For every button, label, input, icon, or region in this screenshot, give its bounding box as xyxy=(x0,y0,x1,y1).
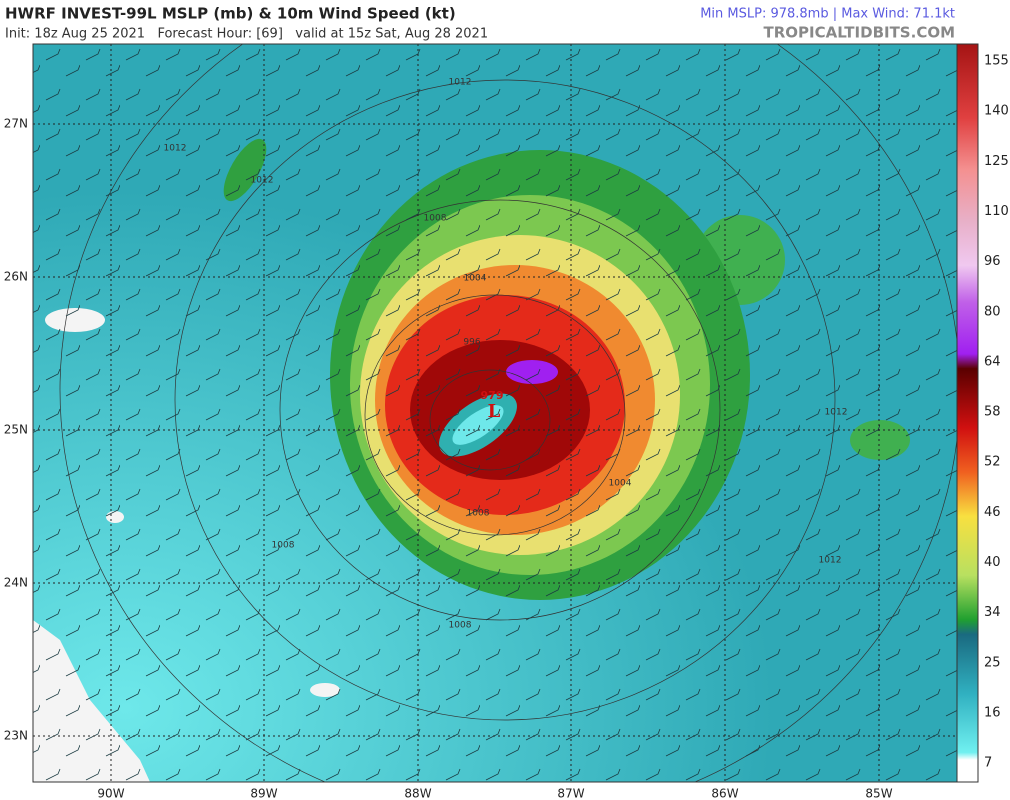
contour-label: 1012 xyxy=(449,78,472,88)
contour-label: 1012 xyxy=(819,556,842,566)
colorbar-label: 64 xyxy=(984,354,1001,369)
contour-label: 1008 xyxy=(449,621,472,631)
colorbar-label: 16 xyxy=(984,705,1001,720)
lon-label: 87W xyxy=(557,787,584,800)
contour-label: 1004 xyxy=(609,479,632,489)
colorbar-label: 34 xyxy=(984,605,1001,620)
title: HWRF INVEST-99L MSLP (mb) & 10m Wind Spe… xyxy=(5,5,456,23)
lat-label: 26N xyxy=(4,270,28,284)
contour-label: 996 xyxy=(463,338,480,348)
site: TROPICALTIDBITS.COM xyxy=(764,24,956,42)
contour-label: 1012 xyxy=(825,408,848,418)
colorbar xyxy=(956,43,979,783)
colorbar-label: 125 xyxy=(984,154,1009,169)
contour-label: 1008 xyxy=(424,214,447,224)
colorbar-label: 96 xyxy=(984,254,1001,269)
lon-label: 86W xyxy=(711,787,738,800)
subtitle: Init: 18z Aug 25 2021 Forecast Hour: [69… xyxy=(5,27,488,42)
stats: Min MSLP: 978.8mb | Max Wind: 71.1kt xyxy=(700,7,955,22)
colorbar-label: 110 xyxy=(984,204,1009,219)
contour-label: 1012 xyxy=(251,176,274,186)
contour-label: 1008 xyxy=(272,541,295,551)
low-marker: L xyxy=(488,401,501,422)
lat-label: 24N xyxy=(4,576,28,590)
contour-label: 1012 xyxy=(164,144,187,154)
lat-label: 25N xyxy=(4,423,28,437)
colorbar-label: 7 xyxy=(984,756,992,771)
map xyxy=(33,44,957,782)
contour-label: 1004 xyxy=(464,274,487,284)
colorbar-label: 155 xyxy=(984,54,1009,69)
colorbar-label: 40 xyxy=(984,555,1001,570)
colorbar-label: 52 xyxy=(984,455,1001,470)
lon-label: 85W xyxy=(865,787,892,800)
center-pressure: 979 xyxy=(481,389,504,402)
colorbar-label: 140 xyxy=(984,104,1009,119)
colorbar-label: 80 xyxy=(984,304,1001,319)
lon-label: 89W xyxy=(250,787,277,800)
contour-label: 1008 xyxy=(467,509,490,519)
lat-label: 27N xyxy=(4,117,28,131)
lat-label: 23N xyxy=(4,729,28,743)
colorbar-label: 25 xyxy=(984,655,1001,670)
lon-label: 88W xyxy=(404,787,431,800)
grid xyxy=(33,44,957,782)
colorbar-label: 58 xyxy=(984,405,1001,420)
colorbar-label: 46 xyxy=(984,505,1001,520)
lon-label: 90W xyxy=(97,787,124,800)
